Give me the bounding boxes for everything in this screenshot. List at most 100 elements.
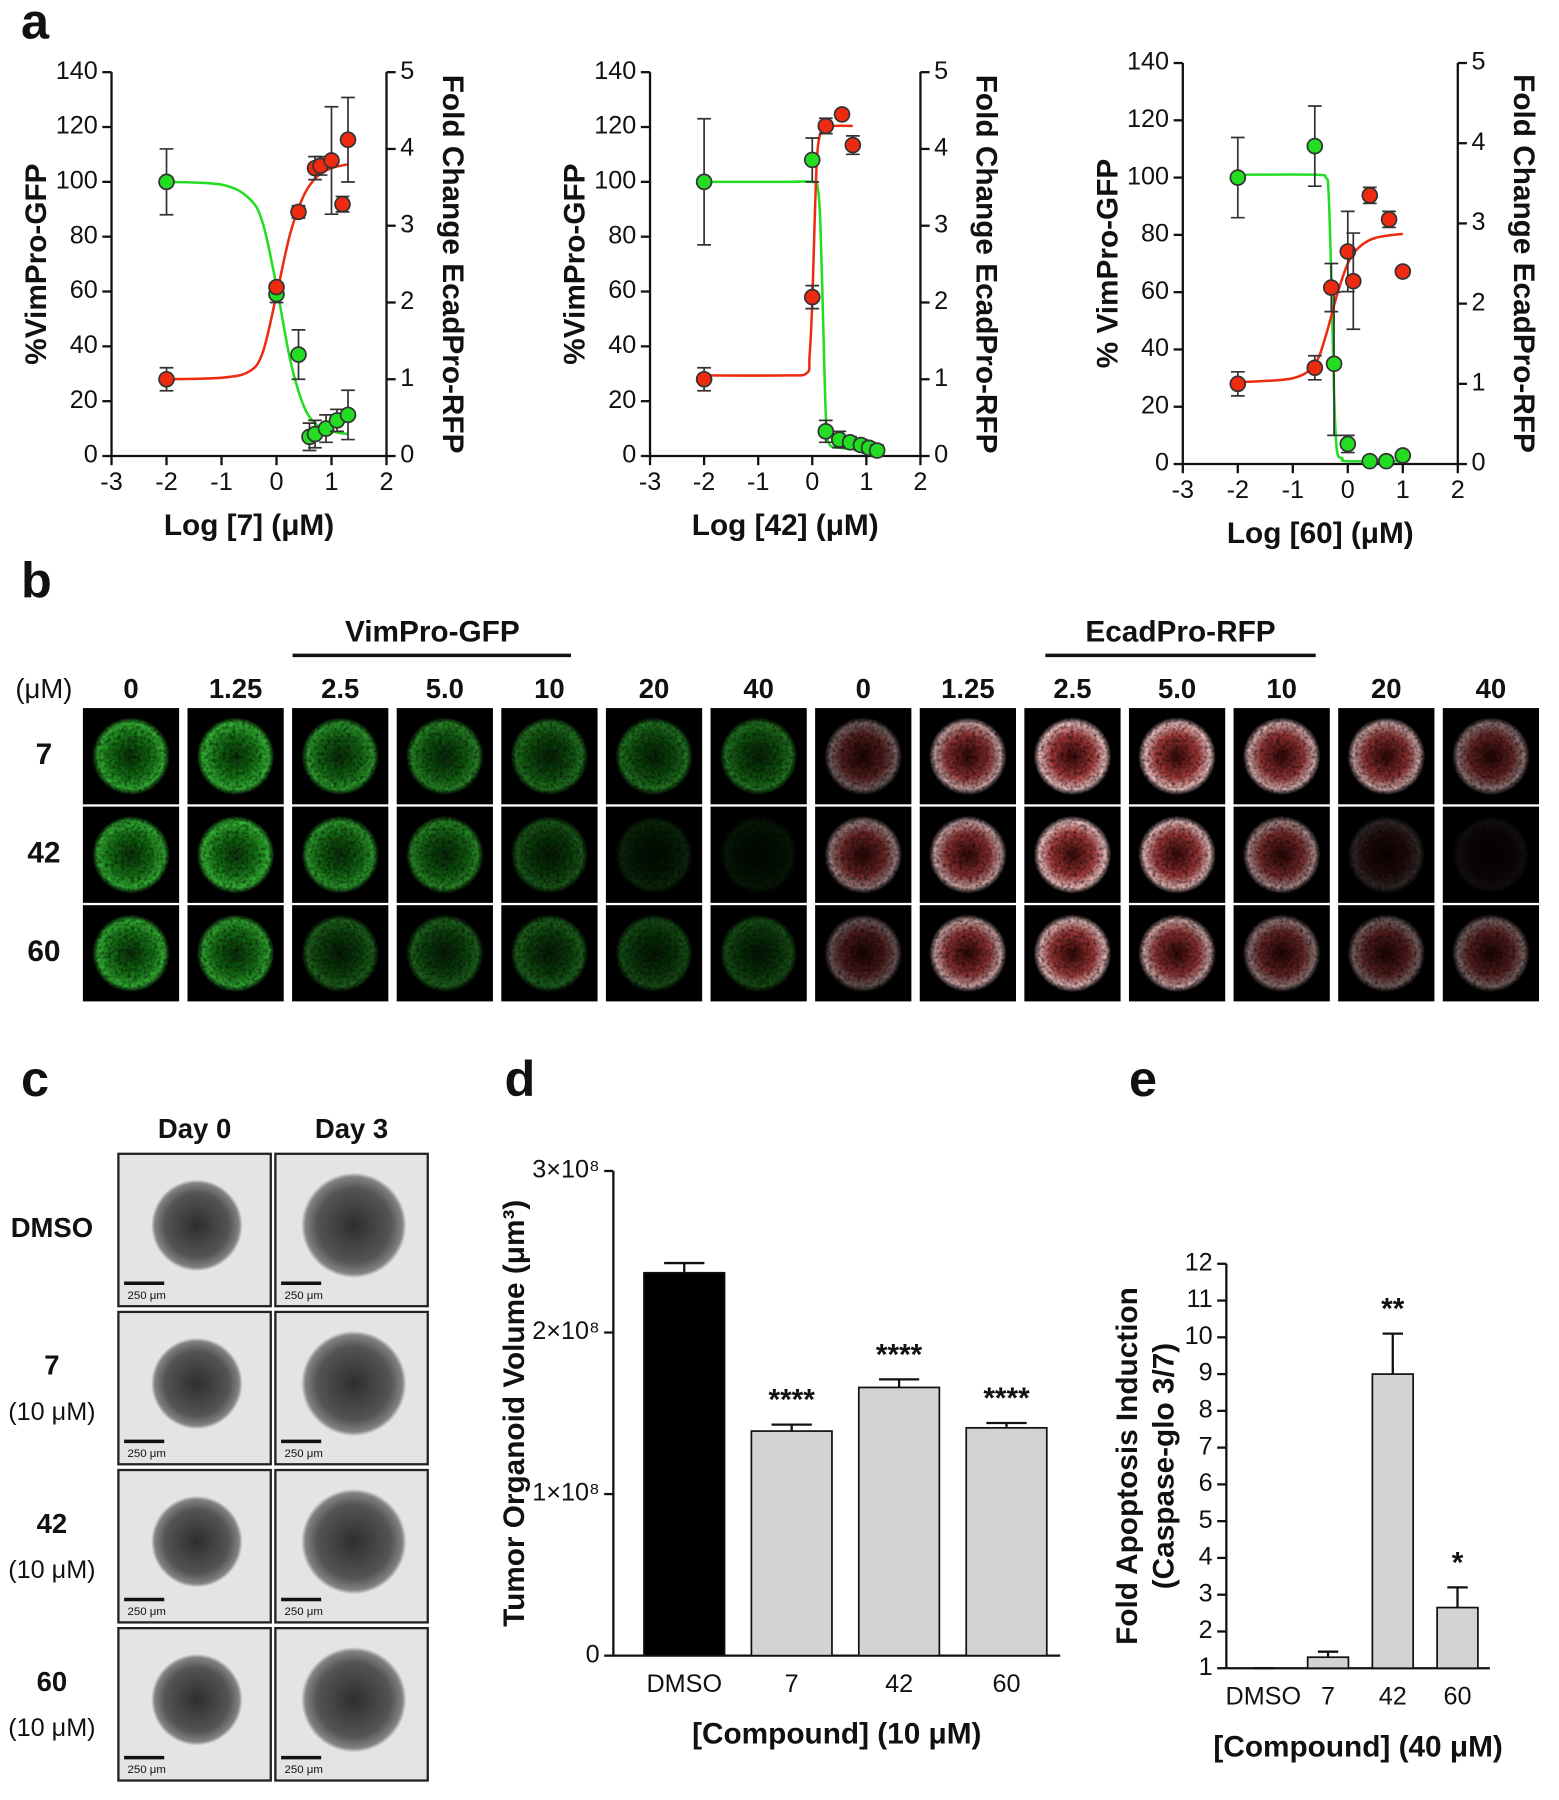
- organoid: [928, 815, 1007, 894]
- y-tick-label: 20: [1141, 391, 1169, 419]
- y-tick-label: 1: [1199, 1653, 1213, 1681]
- y-tick-label: 5: [1199, 1506, 1213, 1534]
- organoid: [301, 717, 380, 796]
- y-tick-label: 6: [1199, 1469, 1213, 1497]
- organoid: [196, 717, 275, 796]
- organoid: [301, 1647, 407, 1753]
- scale-bar-label: 250 μm: [128, 1764, 166, 1776]
- organoid: [405, 717, 484, 796]
- scale-bar-label: 250 μm: [128, 1448, 166, 1460]
- y2-tick-label: 1: [1472, 368, 1486, 396]
- y2-tick-label: 5: [400, 57, 414, 85]
- y2-tick-label: 3: [400, 210, 414, 238]
- y2-tick-label: 4: [400, 134, 414, 162]
- organoid: [1242, 815, 1321, 894]
- x-tick-label: -3: [639, 468, 661, 496]
- data-point: [1361, 187, 1379, 204]
- y-tick-label: 80: [608, 221, 636, 249]
- y-tick-label: 3×10⁸: [532, 1156, 599, 1184]
- significance-label: ****: [769, 1384, 816, 1417]
- data-point: [1394, 447, 1412, 464]
- compound-label: 60: [27, 935, 60, 968]
- organoid: [301, 815, 380, 894]
- y-axis-label: % VimPro-GFP: [1091, 159, 1124, 369]
- data-point: [339, 131, 357, 149]
- y2-axis-label: Fold Change EcadPro-RFP: [970, 75, 1003, 454]
- data-point: [1229, 375, 1247, 393]
- y2-tick-label: 0: [1472, 449, 1486, 477]
- organoid: [510, 914, 589, 993]
- bar: [643, 1271, 726, 1657]
- y2-tick-label: 0: [400, 441, 414, 469]
- y2-tick-label: 1: [934, 364, 948, 392]
- y-tick-label: 4: [1199, 1543, 1213, 1571]
- organoid: [1347, 815, 1426, 894]
- y-tick-label: 11: [1186, 1285, 1212, 1313]
- compound-label: 42: [27, 837, 60, 870]
- panel-label: e: [1129, 1050, 1157, 1107]
- concentration-label: 1.25: [941, 673, 995, 704]
- y-tick-label: 2×10⁸: [532, 1317, 599, 1345]
- y-tick-label: 100: [56, 167, 98, 195]
- x-tick-label: DMSO: [1226, 1683, 1302, 1711]
- organoid: [301, 1488, 407, 1595]
- fit-curve: [704, 180, 878, 452]
- data-point: [1306, 359, 1324, 377]
- y-tick-label: 0: [1155, 449, 1169, 477]
- row-note: (10 μM): [8, 1556, 95, 1584]
- error-bar: [1447, 1586, 1468, 1608]
- organoid: [196, 815, 275, 894]
- y2-tick-label: 2: [934, 287, 948, 315]
- significance-label: *: [1452, 1546, 1464, 1579]
- organoid: [1347, 717, 1426, 796]
- concentration-label: 2.5: [321, 673, 359, 704]
- panel-label: b: [21, 552, 52, 609]
- data-point: [334, 195, 351, 213]
- organoid: [151, 1337, 243, 1430]
- y-tick-label: 8: [1199, 1396, 1213, 1424]
- data-point: [1344, 272, 1362, 290]
- data-point: [290, 203, 307, 221]
- y-tick-label: 40: [608, 331, 636, 359]
- concentration-label: 10: [1266, 673, 1297, 704]
- data-point: [803, 288, 821, 306]
- x-tick-label: 42: [1379, 1683, 1407, 1711]
- data-point: [1322, 279, 1340, 296]
- data-point: [695, 370, 713, 388]
- y2-tick-label: 5: [934, 57, 948, 85]
- x-tick-label: 0: [270, 468, 284, 496]
- y-tick-label: 9: [1199, 1359, 1213, 1387]
- organoid: [1451, 815, 1530, 894]
- organoid: [92, 914, 170, 993]
- x-tick-label: 60: [992, 1670, 1020, 1698]
- concentration-label: 20: [639, 673, 670, 704]
- y-tick-label: 2: [1199, 1616, 1213, 1644]
- data-point: [1229, 169, 1247, 186]
- data-point: [1339, 243, 1357, 260]
- x-axis-label: [Compound] (10 μM): [692, 1718, 981, 1751]
- row-note: (10 μM): [8, 1714, 95, 1742]
- y-tick-label: 120: [56, 112, 98, 140]
- organoid: [405, 815, 484, 894]
- x-tick-label: 1: [1396, 476, 1410, 504]
- concentration-label: 1.25: [209, 673, 263, 704]
- data-point: [268, 278, 285, 296]
- bar: [857, 1386, 941, 1657]
- organoid: [824, 914, 903, 993]
- y2-axis-label: Fold Change EcadPro-RFP: [436, 75, 469, 454]
- x-tick-label: 0: [1341, 476, 1355, 504]
- x-axis-label: Log [42] (μM): [692, 509, 879, 542]
- y-tick-label: 7: [1199, 1432, 1213, 1460]
- y-tick-label: 40: [70, 331, 98, 359]
- y-axis-label: %VimPro-GFP: [20, 163, 53, 364]
- data-point: [868, 442, 886, 459]
- y2-tick-label: 3: [934, 210, 948, 238]
- x-tick-label: DMSO: [646, 1670, 722, 1698]
- organoid: [1451, 717, 1530, 796]
- y2-tick-label: 2: [1472, 288, 1486, 316]
- column-label: Day 3: [315, 1113, 388, 1144]
- data-point: [1377, 452, 1395, 470]
- y-tick-label: 120: [594, 112, 636, 140]
- concentration-label: 2.5: [1053, 673, 1091, 704]
- organoid: [151, 1495, 243, 1588]
